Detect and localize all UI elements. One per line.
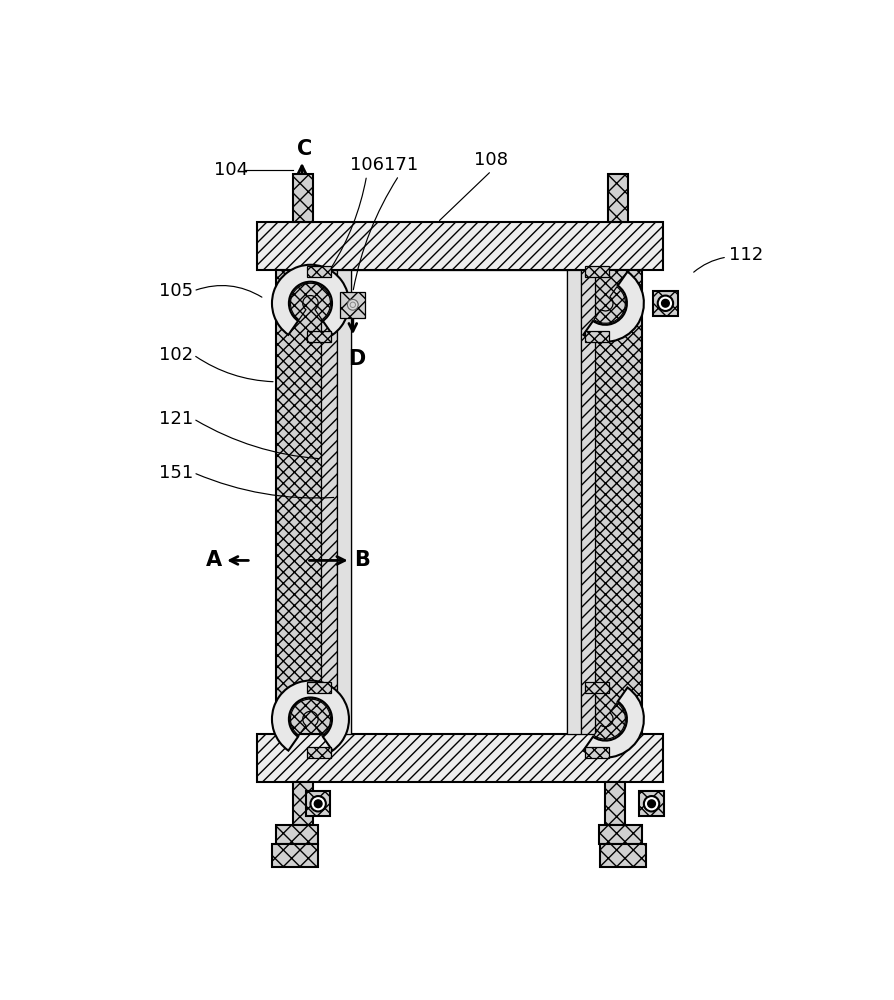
Wedge shape: [583, 272, 643, 342]
Bar: [584, 682, 609, 693]
Bar: [275, 270, 322, 734]
Text: C: C: [297, 139, 312, 159]
Bar: [340, 292, 365, 318]
Bar: [350, 270, 566, 734]
Text: 106: 106: [350, 156, 384, 174]
Bar: [653, 291, 677, 316]
Bar: [584, 266, 609, 277]
Bar: [292, 174, 312, 222]
Wedge shape: [272, 681, 349, 751]
Text: A: A: [206, 550, 222, 570]
Bar: [336, 270, 350, 734]
Bar: [257, 222, 662, 270]
Wedge shape: [291, 283, 330, 320]
Circle shape: [657, 296, 672, 311]
Text: D: D: [348, 349, 365, 369]
Bar: [321, 270, 336, 734]
Text: 108: 108: [474, 151, 508, 169]
Bar: [307, 266, 331, 277]
Circle shape: [347, 299, 358, 310]
Wedge shape: [594, 287, 625, 323]
Bar: [566, 270, 580, 734]
Bar: [307, 331, 331, 342]
Text: 121: 121: [159, 410, 193, 428]
Bar: [307, 682, 331, 693]
Text: 102: 102: [159, 346, 193, 364]
Circle shape: [661, 299, 669, 307]
Circle shape: [647, 800, 654, 808]
Bar: [584, 331, 609, 342]
Bar: [595, 270, 641, 734]
Bar: [307, 747, 331, 758]
Bar: [272, 844, 317, 867]
Bar: [599, 825, 641, 844]
Bar: [257, 734, 662, 782]
Bar: [638, 791, 663, 816]
Bar: [292, 782, 312, 825]
Wedge shape: [583, 688, 643, 758]
Text: 151: 151: [159, 464, 193, 482]
Text: 112: 112: [728, 246, 762, 264]
Bar: [306, 791, 330, 816]
Circle shape: [314, 800, 322, 808]
Wedge shape: [291, 699, 330, 735]
Text: B: B: [354, 550, 369, 570]
Text: 104: 104: [214, 161, 248, 179]
Bar: [275, 825, 317, 844]
Bar: [604, 782, 625, 825]
Circle shape: [643, 796, 659, 811]
Text: 105: 105: [159, 282, 193, 300]
Text: 171: 171: [384, 156, 418, 174]
Bar: [599, 844, 645, 867]
Wedge shape: [594, 703, 625, 739]
Bar: [580, 270, 595, 734]
Bar: [607, 174, 627, 222]
Bar: [584, 747, 609, 758]
Wedge shape: [272, 265, 349, 335]
Circle shape: [310, 796, 325, 811]
